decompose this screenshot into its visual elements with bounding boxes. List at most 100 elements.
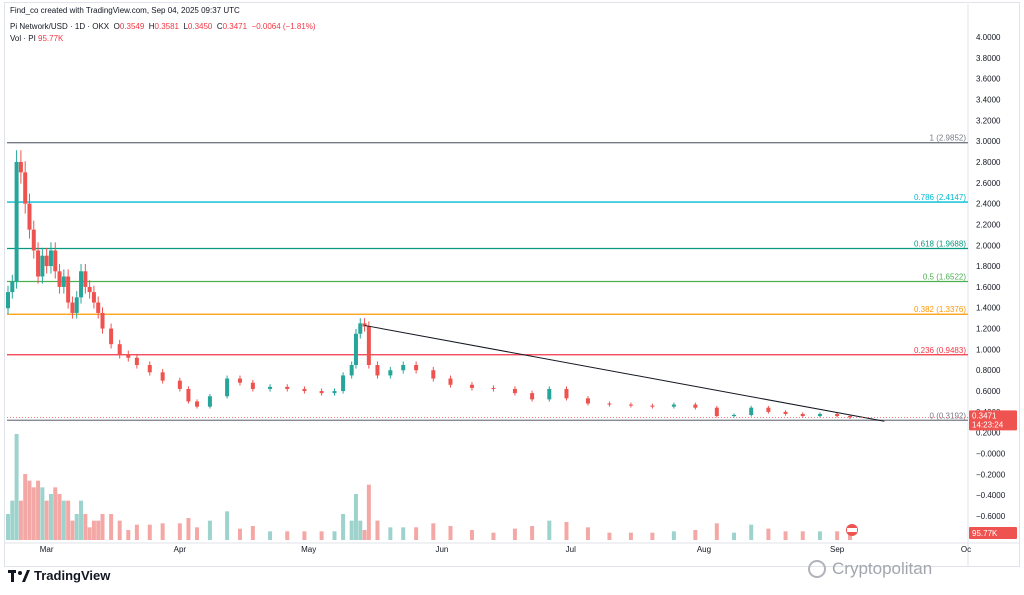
x-tick-label: Sep [830,545,845,554]
tradingview-logo[interactable]: TradingView [8,568,110,583]
x-tick-label: Mar [40,545,54,554]
event-flag-stripe [847,528,857,532]
close-value: 0.3471 [222,22,248,31]
volume-bar [530,526,535,540]
candle [817,413,822,417]
volume-bar [341,514,346,540]
volume-bar [512,528,517,540]
volume-bar [44,500,49,540]
candle [70,302,75,313]
candle [31,229,36,251]
candle [66,276,71,303]
volume-bar [375,520,380,540]
candle [36,250,41,277]
volume-bar [66,500,71,540]
y-tick-label: 3.4000 [976,95,1001,104]
candle [48,250,53,267]
volume-bar [564,522,569,540]
volume-bar [225,511,230,540]
candle [302,388,307,392]
symbol-label[interactable]: Pi Network/USD · 1D · OKX [10,22,110,31]
candle [91,292,96,303]
y-tick-label: 2.4000 [976,200,1001,209]
volume-bar [6,514,10,540]
volume-legend: Vol · PI 95.77K [10,34,63,43]
volume-bar [160,523,165,540]
volume-bar [36,480,41,540]
candle [353,333,358,366]
candle [414,365,419,371]
candle [530,393,535,400]
volume-bar [48,494,53,540]
candle [332,391,337,394]
candle [44,255,49,267]
volume-bar [491,532,496,540]
volume-bar [414,527,419,540]
change-value: −0.0064 (−1.81%) [251,22,316,31]
chart-frame [4,2,1020,567]
volume-bar [87,527,92,540]
volume-bar [362,530,367,540]
candle [585,398,590,404]
candle [57,271,62,287]
candle [147,365,152,373]
fib-level-label: 0.5 (1.6522) [923,272,966,281]
candle [401,365,406,371]
y-tick-label: −0.2000 [976,470,1006,479]
fib-level-label: 0.618 (1.9688) [914,240,966,249]
candle [469,384,474,388]
bar-countdown: 14:23:24 [972,420,1004,429]
candle [225,378,230,397]
y-tick-label: 0.6000 [976,387,1001,396]
volume-bar [96,520,101,540]
close-label: C [216,22,223,31]
volume-bar [366,484,371,540]
fib-level-label: 1 (2.9852) [930,134,967,143]
volume-bar [14,434,19,540]
volume-label[interactable]: Vol · PI [10,34,36,43]
y-tick-label: 0.8000 [976,366,1001,375]
candle [134,357,139,366]
candle [650,405,655,407]
volume-bar [250,526,255,540]
watermark-text: Cryptopolitan [832,559,933,578]
high-label: H [148,22,155,31]
candle [117,344,122,355]
volume-bar [126,530,131,540]
candle [628,404,633,406]
credit-line: Find_co created with TradingView.com, Se… [10,6,240,15]
volume-bar [469,530,474,540]
watermark: Cryptopolitan [808,559,932,579]
candle [186,388,191,402]
candle [40,255,45,277]
volume-bar [109,514,114,540]
volume-bar [91,520,96,540]
volume-bar [74,514,79,540]
volume-bar [70,520,75,540]
candle [177,380,182,389]
volume-bar [302,531,307,540]
volume-bar [693,530,698,540]
candle [366,326,371,366]
candle [714,407,719,417]
candle [250,382,255,389]
volume-bar [10,500,15,540]
candle [607,403,612,405]
candle [362,323,367,327]
volume-bar [31,487,36,540]
volume-bar [353,494,358,540]
y-tick-label: 1.0000 [976,345,1001,354]
candle [74,297,79,313]
candle [109,328,114,345]
candle [800,413,805,417]
candle [14,161,19,282]
volume-bar [835,531,840,540]
x-tick-label: Oc [961,545,971,554]
candle [237,378,242,383]
ohlc-legend: Pi Network/USD · 1D · OKX O0.3549 H0.358… [10,22,316,31]
volume-bar [79,500,84,540]
volume-bar [671,531,676,540]
volume-value: 95.77K [38,34,64,43]
y-tick-label: −0.6000 [976,512,1006,521]
